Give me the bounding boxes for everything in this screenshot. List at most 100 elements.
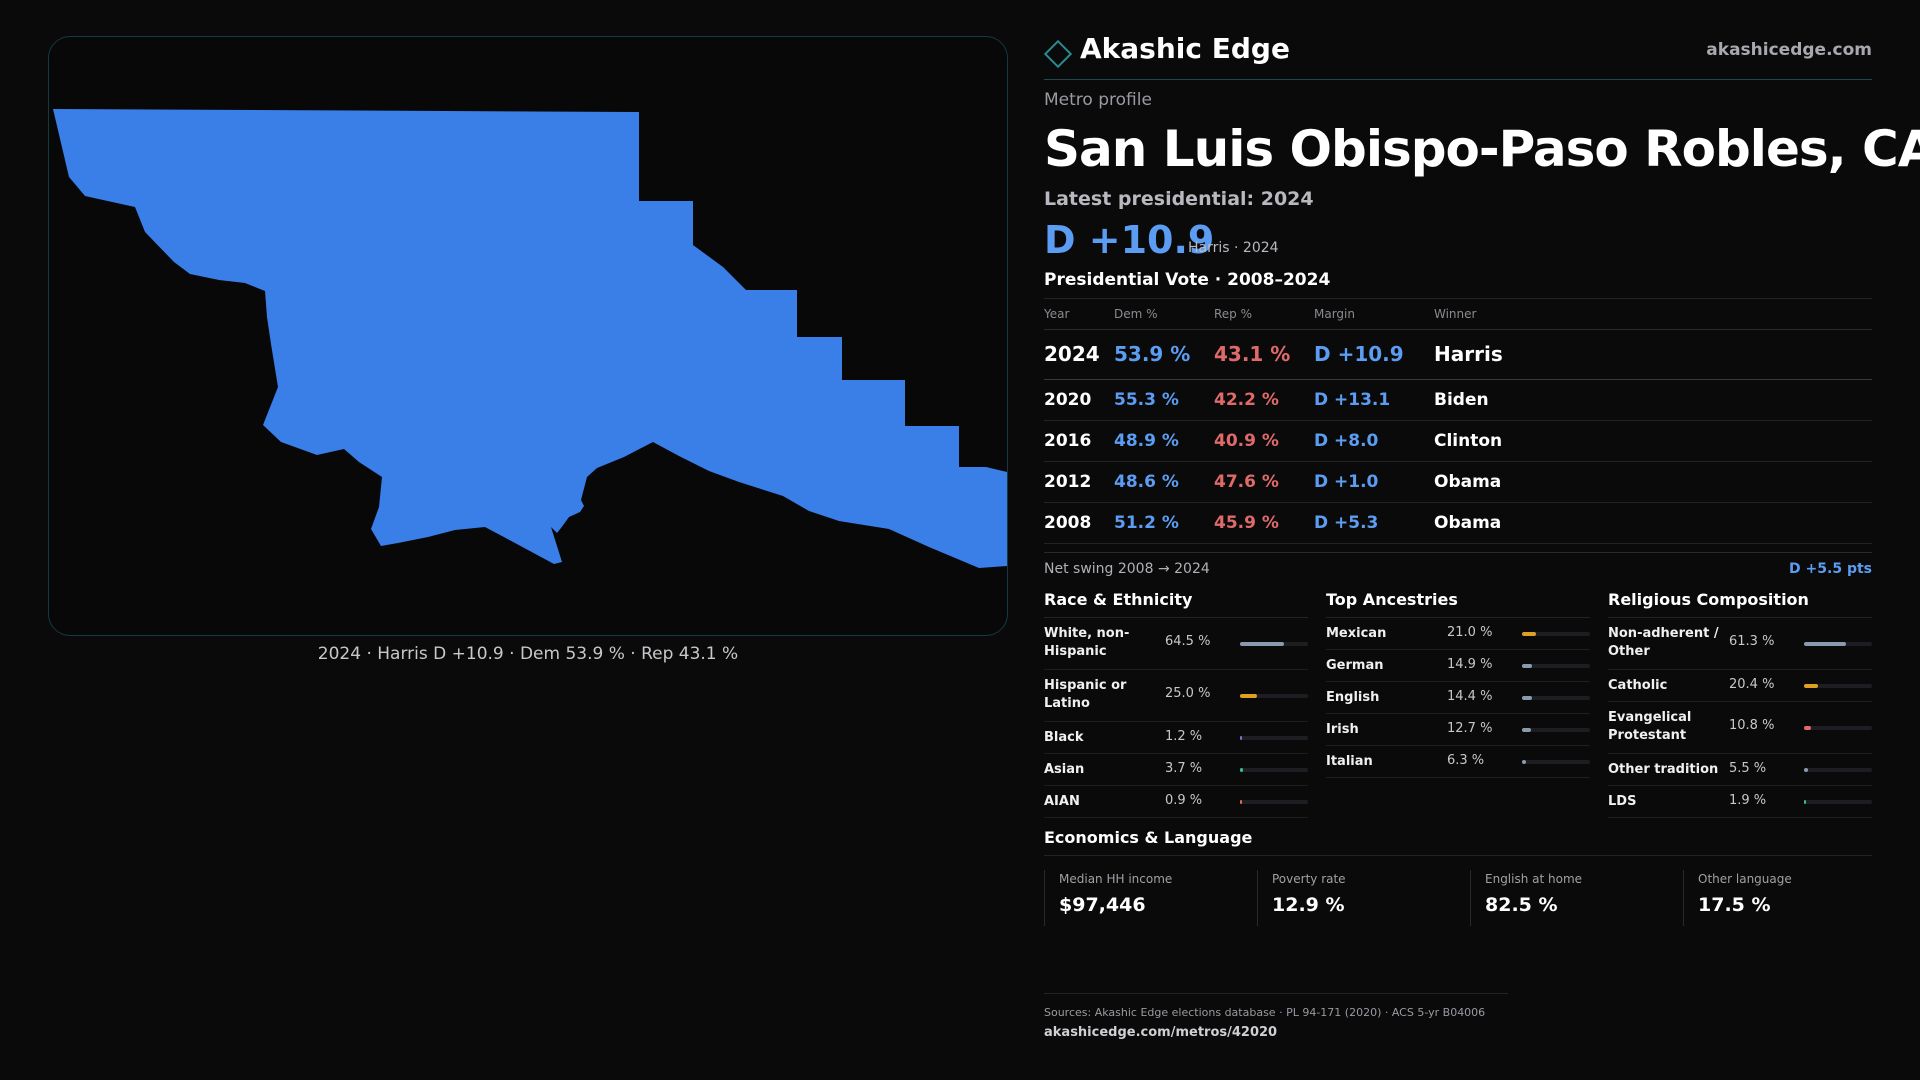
latest-presidential: Latest presidential: 2024 [1044, 188, 1314, 210]
stat-percent: 14.4 % [1447, 688, 1493, 704]
dem-cell: 51.2 % [1114, 502, 1214, 544]
map-caption: 2024 · Harris D +10.9 · Dem 53.9 % · Rep… [317, 644, 739, 664]
rep-cell: 43.1 % [1214, 329, 1314, 380]
col-margin: Margin [1314, 299, 1434, 330]
footer: Sources: Akashic Edge elections database… [1044, 993, 1508, 1040]
stat-row[interactable]: Asian 3.7 % [1044, 754, 1308, 786]
margin-cell: D +5.3 [1314, 502, 1434, 544]
dem-cell: 48.6 % [1114, 461, 1214, 503]
stat-bar-track [1804, 725, 1872, 730]
demographics: Race & Ethnicity White, non-Hispanic 64.5… [1044, 584, 1872, 824]
stat-bar-track [1804, 767, 1872, 772]
religion-column: Religious Composition Non-adherent / Oth… [1608, 584, 1872, 818]
kicker: Metro profile [1044, 90, 1152, 110]
dem-cell: 55.3 % [1114, 379, 1214, 421]
permalink[interactable]: akashicedge.com/metros/42020 [1044, 1025, 1278, 1040]
stat-bar-fill [1240, 641, 1284, 646]
page-title: San Luis Obispo-Paso Robles, CA [1044, 120, 1920, 178]
stat-label: German [1326, 657, 1384, 673]
stat-row[interactable]: Hispanic or Latino 25.0 % [1044, 670, 1308, 722]
table-row[interactable]: 2008 51.2 % 45.9 % D +5.3 Obama [1044, 502, 1872, 544]
stat-bar-track [1522, 695, 1590, 700]
race-title: Race & Ethnicity [1044, 584, 1308, 618]
table-row[interactable]: 2012 48.6 % 47.6 % D +1.0 Obama [1044, 461, 1872, 503]
stat-label: Non-adherent / Other [1608, 625, 1719, 659]
card-value: 17.5 % [1698, 893, 1771, 916]
stat-percent: 14.9 % [1447, 656, 1493, 672]
margin-cell: D +8.0 [1314, 420, 1434, 462]
year-cell: 2020 [1044, 379, 1114, 421]
col-year: Year [1044, 299, 1114, 330]
table-row[interactable]: 2024 53.9 % 43.1 % D +10.9 Harris [1044, 329, 1872, 380]
card-label: Other language [1698, 871, 1792, 886]
rep-cell: 45.9 % [1214, 502, 1314, 544]
english-card: English at home 82.5 % [1470, 869, 1670, 926]
stat-percent: 10.8 % [1729, 717, 1775, 733]
table-row[interactable]: 2020 55.3 % 42.2 % D +13.1 Biden [1044, 379, 1872, 421]
stat-row[interactable]: Irish 12.7 % [1326, 714, 1590, 746]
winner-cell: Biden [1434, 379, 1872, 421]
stat-row[interactable]: Mexican 21.0 % [1326, 618, 1590, 650]
table-row[interactable]: 2016 48.9 % 40.9 % D +8.0 Clinton [1044, 420, 1872, 462]
stat-row[interactable]: AIAN 0.9 % [1044, 786, 1308, 818]
winner-cell: Harris [1434, 329, 1872, 380]
map-panel[interactable] [48, 36, 1008, 636]
stat-bar-fill [1804, 683, 1818, 688]
race-column: Race & Ethnicity White, non-Hispanic 64.5… [1044, 584, 1308, 818]
econ-title: Economics & Language [1044, 824, 1872, 856]
stat-percent: 1.9 % [1729, 792, 1767, 808]
stat-row[interactable]: Other tradition 5.5 % [1608, 754, 1872, 786]
year-cell: 2016 [1044, 420, 1114, 462]
stat-row[interactable]: White, non-Hispanic 64.5 % [1044, 618, 1308, 670]
stat-label: Hispanic or Latino [1044, 677, 1127, 711]
metro-map[interactable] [49, 37, 1007, 635]
stat-percent: 21.0 % [1447, 624, 1493, 640]
margin-cell: D +10.9 [1314, 329, 1434, 380]
profile-panel: Akashic Edge akashicedge.com Metro profi… [1043, 30, 1920, 950]
brand-name[interactable]: Akashic Edge [1080, 32, 1290, 65]
poverty-card: Poverty rate 12.9 % [1257, 869, 1457, 926]
stat-row[interactable]: Catholic 20.4 % [1608, 670, 1872, 702]
stat-bar-fill [1240, 693, 1257, 698]
col-winner: Winner [1434, 299, 1872, 330]
margin-cell: D +13.1 [1314, 379, 1434, 421]
stat-row[interactable]: Non-adherent / Other 61.3 % [1608, 618, 1872, 670]
rep-cell: 40.9 % [1214, 420, 1314, 462]
stat-percent: 20.4 % [1729, 676, 1775, 692]
stat-row[interactable]: Evangelical Protestant 10.8 % [1608, 702, 1872, 754]
stat-row[interactable]: German 14.9 % [1326, 650, 1590, 682]
stat-label: Asian [1044, 761, 1085, 777]
stat-bar-track [1240, 799, 1308, 804]
stat-label: AIAN [1044, 793, 1080, 809]
winner-cell: Obama [1434, 502, 1872, 544]
diamond-logo-icon [1043, 39, 1073, 69]
stat-bar-fill [1804, 725, 1811, 730]
stat-bar-fill [1240, 767, 1243, 772]
stat-bar-fill [1522, 695, 1532, 700]
net-swing: Net swing 2008 → 2024 D +5.5 pts [1044, 551, 1872, 577]
stat-bar-track [1804, 683, 1872, 688]
margin-value: D +10.9 [1044, 218, 1215, 262]
presidential-vote-table: Year Dem % Rep % Margin Winner 2024 53.9… [1044, 299, 1872, 544]
year-cell: 2024 [1044, 329, 1114, 380]
site-link[interactable]: akashicedge.com [1706, 40, 1872, 60]
stat-row[interactable]: Italian 6.3 % [1326, 746, 1590, 778]
card-label: Poverty rate [1272, 871, 1346, 886]
stat-row[interactable]: LDS 1.9 % [1608, 786, 1872, 818]
swing-label: Net swing 2008 → 2024 [1044, 560, 1210, 577]
headline-margin: D +10.9 Harris · 2024 [1044, 218, 1872, 262]
metro-shape[interactable] [53, 109, 1007, 568]
stat-bar-track [1522, 631, 1590, 636]
winner-cell: Obama [1434, 461, 1872, 503]
stat-bar-track [1240, 641, 1308, 646]
stat-row[interactable]: Black 1.2 % [1044, 722, 1308, 754]
stat-bar-fill [1240, 799, 1242, 804]
winner-cell: Clinton [1434, 420, 1872, 462]
stat-row[interactable]: English 14.4 % [1326, 682, 1590, 714]
stat-bar-fill [1804, 767, 1808, 772]
stat-percent: 1.2 % [1165, 728, 1203, 744]
stat-bar-fill [1522, 727, 1531, 732]
stat-percent: 0.9 % [1165, 792, 1203, 808]
stat-percent: 5.5 % [1729, 760, 1767, 776]
stat-bar-fill [1522, 631, 1536, 636]
